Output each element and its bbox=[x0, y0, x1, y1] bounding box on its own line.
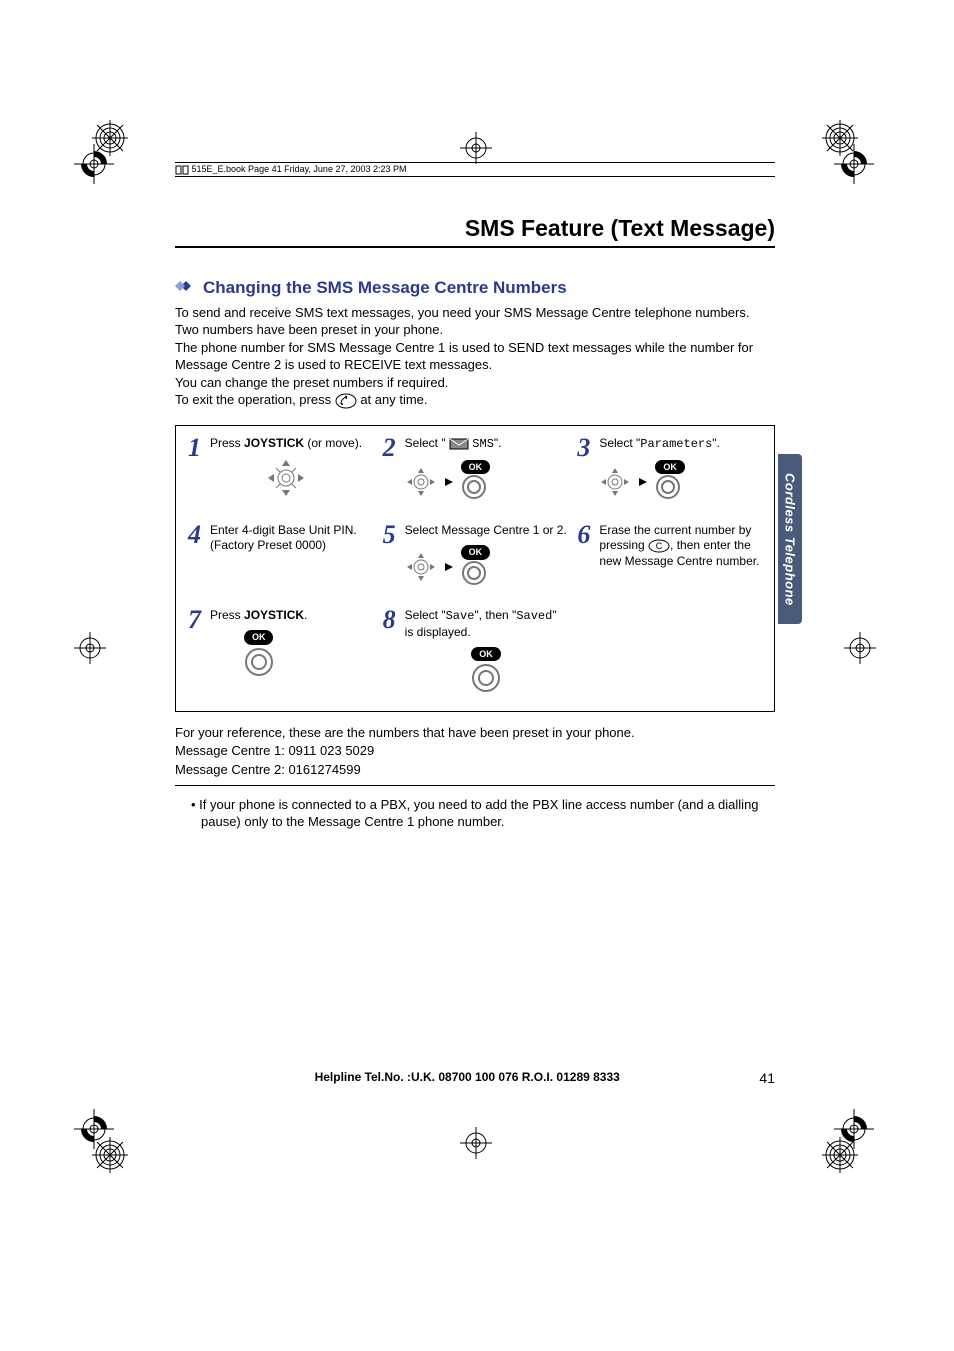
step-number: 1 bbox=[188, 436, 206, 459]
step-number: 7 bbox=[188, 608, 206, 631]
ok-pill: OK bbox=[244, 630, 274, 645]
reg-mark-left bbox=[72, 630, 108, 666]
intro-p3: You can change the preset numbers if req… bbox=[175, 375, 448, 390]
steps-box: Cordless Telephone 1 Press JOYSTICK (or … bbox=[175, 425, 775, 712]
svg-text:C: C bbox=[656, 541, 663, 551]
arrow-right-icon bbox=[637, 476, 649, 488]
step-1: 1 Press JOYSTICK (or move). bbox=[188, 436, 373, 505]
step-6: 6 Erase the current number by pressing C… bbox=[577, 523, 762, 591]
ok-pill: OK bbox=[461, 460, 491, 475]
step-3: 3 Select "Parameters". OK bbox=[577, 436, 762, 505]
section-title: Changing the SMS Message Centre Numbers bbox=[175, 278, 775, 298]
ok-pill: OK bbox=[461, 545, 491, 560]
steps-grid: 1 Press JOYSTICK (or move). bbox=[188, 436, 762, 693]
joystick-icon bbox=[266, 458, 306, 498]
corner-mark-br bbox=[820, 1135, 860, 1175]
step-number: 3 bbox=[577, 436, 595, 459]
page-number: 41 bbox=[759, 1070, 775, 1086]
reg-mark-bottom bbox=[458, 1125, 494, 1161]
header-text: 515E_E.book Page 41 Friday, June 27, 200… bbox=[192, 164, 407, 174]
step-2: 2 Select " SMS". OK bbox=[383, 436, 568, 505]
ok-pill: OK bbox=[655, 460, 685, 475]
arrow-right-icon bbox=[443, 561, 455, 573]
side-tab: Cordless Telephone bbox=[778, 454, 802, 624]
ref-line1: For your reference, these are the number… bbox=[175, 725, 635, 740]
intro-p1: To send and receive SMS text messages, y… bbox=[175, 305, 749, 338]
section-title-text: Changing the SMS Message Centre Numbers bbox=[203, 278, 567, 298]
target-icon bbox=[461, 560, 487, 586]
reference-box: For your reference, these are the number… bbox=[175, 724, 775, 786]
note-text: If your phone is connected to a PBX, you… bbox=[199, 797, 758, 830]
reg-mark-right bbox=[842, 630, 878, 666]
step-5: 5 Select Message Centre 1 or 2. OK bbox=[383, 523, 568, 591]
ref-line3: Message Centre 2: 0161274599 bbox=[175, 762, 361, 777]
running-header: 515E_E.book Page 41 Friday, June 27, 200… bbox=[175, 162, 775, 177]
helpline-text: Helpline Tel.No. :U.K. 08700 100 076 R.O… bbox=[315, 1070, 620, 1086]
step-number: 4 bbox=[188, 523, 206, 546]
target-icon bbox=[655, 474, 681, 500]
step-7: 7 Press JOYSTICK. OK bbox=[188, 608, 373, 693]
intro-p4a: To exit the operation, press bbox=[175, 392, 335, 407]
target-icon bbox=[461, 474, 487, 500]
arrow-right-icon bbox=[443, 476, 455, 488]
step-8: 8 Select "Save", then "Saved" is display… bbox=[383, 608, 568, 693]
intro-text: To send and receive SMS text messages, y… bbox=[175, 304, 775, 409]
chapter-title: SMS Feature (Text Message) bbox=[175, 215, 775, 248]
envelope-icon bbox=[449, 438, 469, 450]
exit-button-icon bbox=[335, 393, 357, 409]
target-icon bbox=[471, 663, 501, 693]
reg-mark-top bbox=[458, 130, 494, 166]
ref-line2: Message Centre 1: 0911 023 5029 bbox=[175, 743, 374, 758]
c-button-icon: C bbox=[648, 539, 670, 553]
step-number: 2 bbox=[383, 436, 401, 459]
step-4: 4 Enter 4-digit Base Unit PIN. (Factory … bbox=[188, 523, 373, 591]
joystick-icon bbox=[405, 551, 437, 583]
step-number: 6 bbox=[577, 523, 595, 546]
page-footer: Helpline Tel.No. :U.K. 08700 100 076 R.O… bbox=[175, 1070, 775, 1086]
ok-pill: OK bbox=[471, 647, 501, 662]
book-icon bbox=[175, 165, 189, 175]
corner-mark-tl bbox=[90, 118, 130, 158]
intro-p2: The phone number for SMS Message Centre … bbox=[175, 340, 753, 373]
joystick-icon bbox=[599, 466, 631, 498]
corner-mark-bl bbox=[90, 1135, 130, 1175]
corner-mark-tr bbox=[820, 118, 860, 158]
diamond-bullet-icon bbox=[175, 278, 197, 298]
pbx-note: • If your phone is connected to a PBX, y… bbox=[175, 796, 775, 831]
intro-p4b: at any time. bbox=[360, 392, 427, 407]
step-number: 5 bbox=[383, 523, 401, 546]
page-content: 515E_E.book Page 41 Friday, June 27, 200… bbox=[175, 162, 775, 831]
target-icon bbox=[244, 647, 274, 677]
step-number: 8 bbox=[383, 608, 401, 631]
joystick-icon bbox=[405, 466, 437, 498]
